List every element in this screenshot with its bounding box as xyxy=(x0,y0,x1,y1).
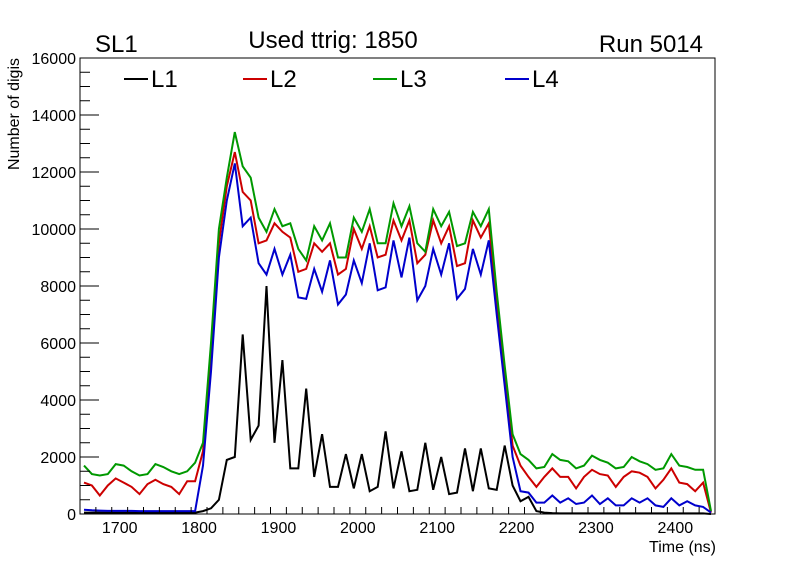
chart-title: Used ttrig: 1850 xyxy=(248,27,417,54)
x-tick-label: 1800 xyxy=(181,520,217,537)
legend-label: L1 xyxy=(151,66,178,93)
y-tick-label: 4000 xyxy=(40,393,76,410)
legend-entry-l3: L3 xyxy=(373,66,427,93)
axes-layer: 1700 1800 1900 2000 2100 2200 2300 2400 0 2000 400… xyxy=(32,51,716,537)
x-tick-label: 2100 xyxy=(419,520,455,537)
y-tick-label: 8000 xyxy=(40,279,76,296)
x-tick-label: 2200 xyxy=(499,520,535,537)
series-line-l4 xyxy=(83,163,712,514)
chart-title-left: SL1 xyxy=(95,31,138,58)
x-tick-label: 1900 xyxy=(261,520,297,537)
x-tick-label: 2400 xyxy=(658,520,694,537)
y-tick-label: 16000 xyxy=(32,51,77,68)
plot-frame xyxy=(79,57,716,515)
x-tick-label: 2300 xyxy=(578,520,614,537)
x-axis-label: Time (ns) xyxy=(649,539,716,556)
legend-label: L4 xyxy=(532,66,559,93)
x-tick-label: 2000 xyxy=(340,520,376,537)
series-line-l3 xyxy=(83,131,712,512)
chart-title-right: Run 5014 xyxy=(599,31,703,58)
y-tick-label: 12000 xyxy=(32,165,77,182)
y-tick-label: 0 xyxy=(67,507,76,524)
y-tick-label: 6000 xyxy=(40,336,76,353)
y-tick-label: 10000 xyxy=(32,222,77,239)
y-tick-label: 2000 xyxy=(40,450,76,467)
legend-entry-l1: L1 xyxy=(124,66,178,93)
series-line-l1 xyxy=(84,285,712,515)
y-axis-label: Number of digis xyxy=(6,58,23,170)
y-tick-label: 14000 xyxy=(32,108,77,125)
legend-entry-l4: L4 xyxy=(505,66,559,93)
legend-label: L3 xyxy=(400,66,427,93)
legend-entry-l2: L2 xyxy=(243,66,297,93)
series-line-l2 xyxy=(83,151,712,513)
x-tick-label: 1700 xyxy=(102,520,138,537)
legend-label: L2 xyxy=(270,66,297,93)
series-layer xyxy=(83,131,712,515)
legend: L1 L2 L3 L4 xyxy=(124,66,559,93)
